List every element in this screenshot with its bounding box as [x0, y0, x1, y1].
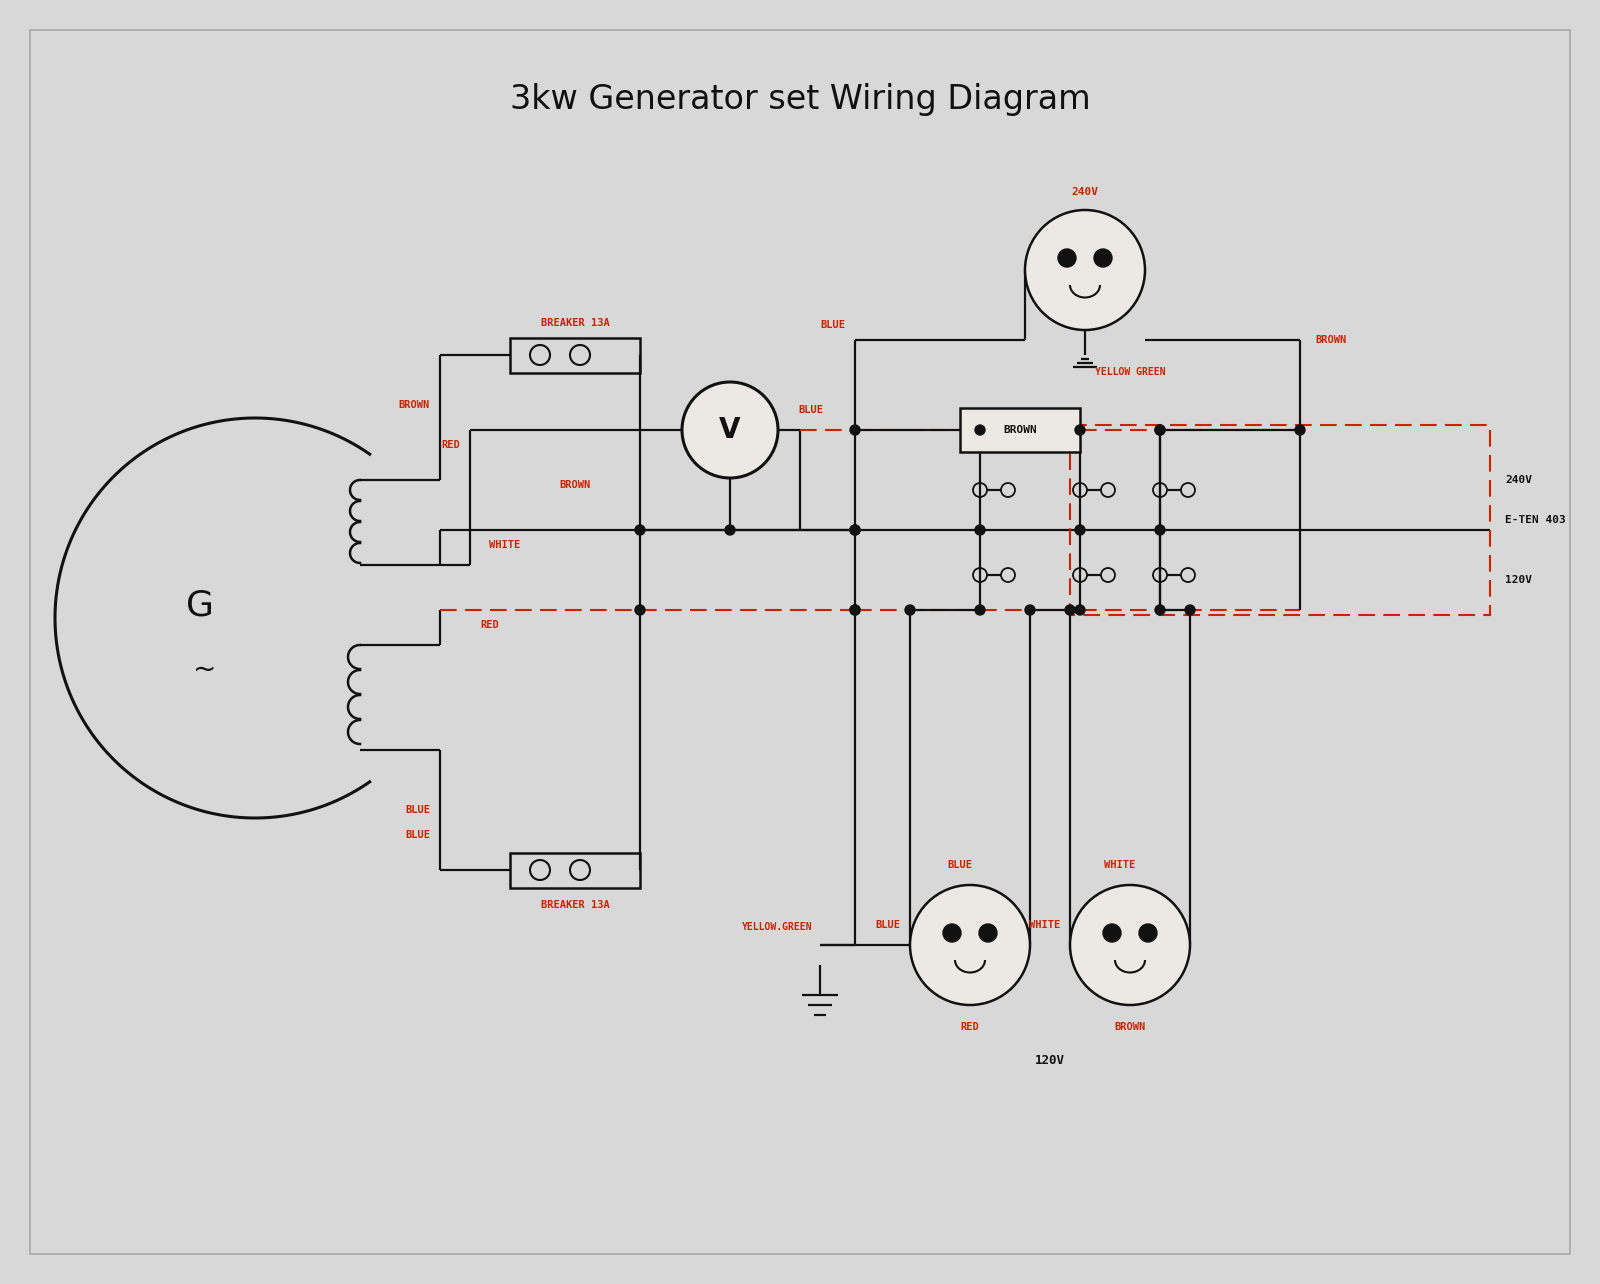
Text: BLUE: BLUE — [405, 805, 430, 815]
Circle shape — [850, 425, 861, 435]
Circle shape — [1155, 425, 1165, 435]
Circle shape — [1155, 605, 1165, 615]
Text: WHITE: WHITE — [1029, 921, 1059, 930]
Circle shape — [979, 924, 997, 942]
Text: YELLOW.GREEN: YELLOW.GREEN — [741, 922, 813, 932]
Circle shape — [974, 425, 986, 435]
Text: BLUE: BLUE — [405, 829, 430, 840]
Circle shape — [942, 924, 962, 942]
FancyBboxPatch shape — [960, 408, 1080, 452]
Text: BROWN: BROWN — [1315, 335, 1346, 345]
Text: ~: ~ — [194, 656, 216, 684]
Text: BLUE: BLUE — [875, 921, 899, 930]
Text: E-TEN 403: E-TEN 403 — [1506, 515, 1566, 525]
Circle shape — [1075, 525, 1085, 535]
Circle shape — [906, 605, 915, 615]
Text: BLUE: BLUE — [819, 320, 845, 330]
Circle shape — [910, 885, 1030, 1005]
Text: YELLOW GREEN: YELLOW GREEN — [1094, 367, 1165, 377]
Circle shape — [1139, 924, 1157, 942]
Circle shape — [1066, 605, 1075, 615]
Text: 120V: 120V — [1506, 575, 1533, 586]
Text: RED: RED — [960, 1022, 979, 1032]
Circle shape — [1070, 885, 1190, 1005]
Text: V: V — [720, 416, 741, 444]
Circle shape — [1026, 605, 1035, 615]
Circle shape — [1094, 249, 1112, 267]
Text: 240V: 240V — [1506, 475, 1533, 485]
Circle shape — [974, 605, 986, 615]
Text: G: G — [186, 588, 214, 621]
Circle shape — [1026, 211, 1146, 330]
Circle shape — [850, 605, 861, 615]
Circle shape — [1075, 425, 1085, 435]
Text: BREAKER 13A: BREAKER 13A — [541, 900, 610, 910]
Circle shape — [850, 525, 861, 535]
Text: BREAKER 13A: BREAKER 13A — [541, 318, 610, 327]
Circle shape — [1058, 249, 1075, 267]
Text: RED: RED — [442, 440, 461, 449]
Circle shape — [850, 605, 861, 615]
Circle shape — [974, 525, 986, 535]
Circle shape — [1186, 605, 1195, 615]
Circle shape — [1102, 924, 1122, 942]
Text: BROWN: BROWN — [1003, 425, 1037, 435]
Text: BROWN: BROWN — [1114, 1022, 1146, 1032]
Text: BROWN: BROWN — [398, 401, 430, 410]
Text: 240V: 240V — [1072, 187, 1099, 196]
Circle shape — [682, 383, 778, 478]
Text: BROWN: BROWN — [560, 480, 590, 490]
Circle shape — [635, 605, 645, 615]
Circle shape — [1155, 425, 1165, 435]
Text: 120V: 120V — [1035, 1053, 1066, 1067]
Text: WHITE: WHITE — [1104, 860, 1136, 871]
Text: BLUE: BLUE — [947, 860, 973, 871]
Text: WHITE: WHITE — [490, 541, 520, 550]
Text: RED: RED — [480, 620, 499, 630]
Circle shape — [725, 525, 734, 535]
Circle shape — [1075, 605, 1085, 615]
Text: BLUE: BLUE — [798, 404, 822, 415]
Circle shape — [850, 525, 861, 535]
Text: 3kw Generator set Wiring Diagram: 3kw Generator set Wiring Diagram — [510, 83, 1090, 117]
Circle shape — [635, 525, 645, 535]
Circle shape — [1294, 425, 1306, 435]
Circle shape — [1155, 525, 1165, 535]
